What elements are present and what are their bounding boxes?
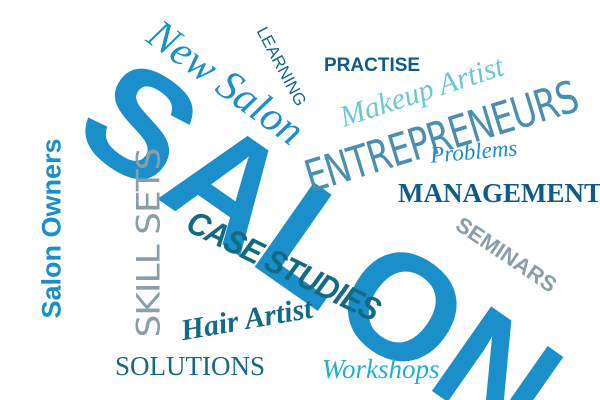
word-solutions: SOLUTIONS xyxy=(115,351,266,381)
word-hair-artist: Hair Artist xyxy=(178,291,315,348)
word-problems: Problems xyxy=(429,135,519,168)
word-workshops: Workshops xyxy=(322,354,440,384)
word-management: MANAGEMENT xyxy=(398,178,600,208)
word-salon-owners: Salon Owners xyxy=(36,138,67,319)
word-practise: PRACTISE xyxy=(324,55,421,76)
word-skill-sets: SKILL SETS xyxy=(130,148,168,338)
